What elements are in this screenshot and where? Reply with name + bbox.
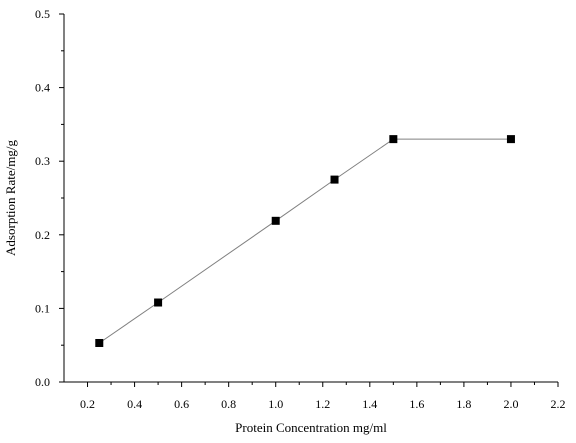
y-tick-label: 0.0 xyxy=(35,375,50,389)
x-tick-label: 0.6 xyxy=(174,397,189,411)
plot-area xyxy=(63,14,558,383)
x-tick-label: 1.8 xyxy=(456,397,471,411)
data-point xyxy=(330,175,339,184)
series-line xyxy=(99,138,511,344)
x-tick-label: 2.2 xyxy=(551,397,566,411)
x-tick-label: 1.6 xyxy=(409,397,424,411)
x-tick-label: 0.8 xyxy=(221,397,236,411)
x-tick-label: 1.4 xyxy=(362,397,377,411)
series-group xyxy=(95,135,515,347)
data-point xyxy=(271,216,280,225)
y-tick-label: 0.5 xyxy=(35,7,50,21)
y-tick-label: 0.4 xyxy=(35,81,50,95)
x-tick-label: 2.0 xyxy=(503,397,518,411)
x-tick-label: 0.4 xyxy=(127,397,142,411)
y-tick-label: 0.2 xyxy=(35,228,50,242)
x-tick-label: 1.0 xyxy=(268,397,283,411)
x-tick-label: 0.2 xyxy=(80,397,95,411)
y-tick-label: 0.1 xyxy=(35,301,50,315)
x-axis-title: Protein Concentration mg/ml xyxy=(235,420,387,435)
y-axis-ticks: 0.0 0.1 0.2 0.3 0.4 0.5 xyxy=(35,7,64,389)
x-tick-label: 1.2 xyxy=(315,397,330,411)
y-tick-label: 0.3 xyxy=(35,154,50,168)
x-axis-ticks: 0.2 0.4 0.6 0.8 1.0 1.2 1.4 1.6 1.8 2.0 2.2 xyxy=(80,382,566,411)
data-point xyxy=(154,298,163,307)
data-point xyxy=(95,338,104,347)
y-axis-title: Adsorption Rate/mg/g xyxy=(3,140,18,256)
data-point xyxy=(506,135,515,144)
data-point xyxy=(389,135,398,144)
